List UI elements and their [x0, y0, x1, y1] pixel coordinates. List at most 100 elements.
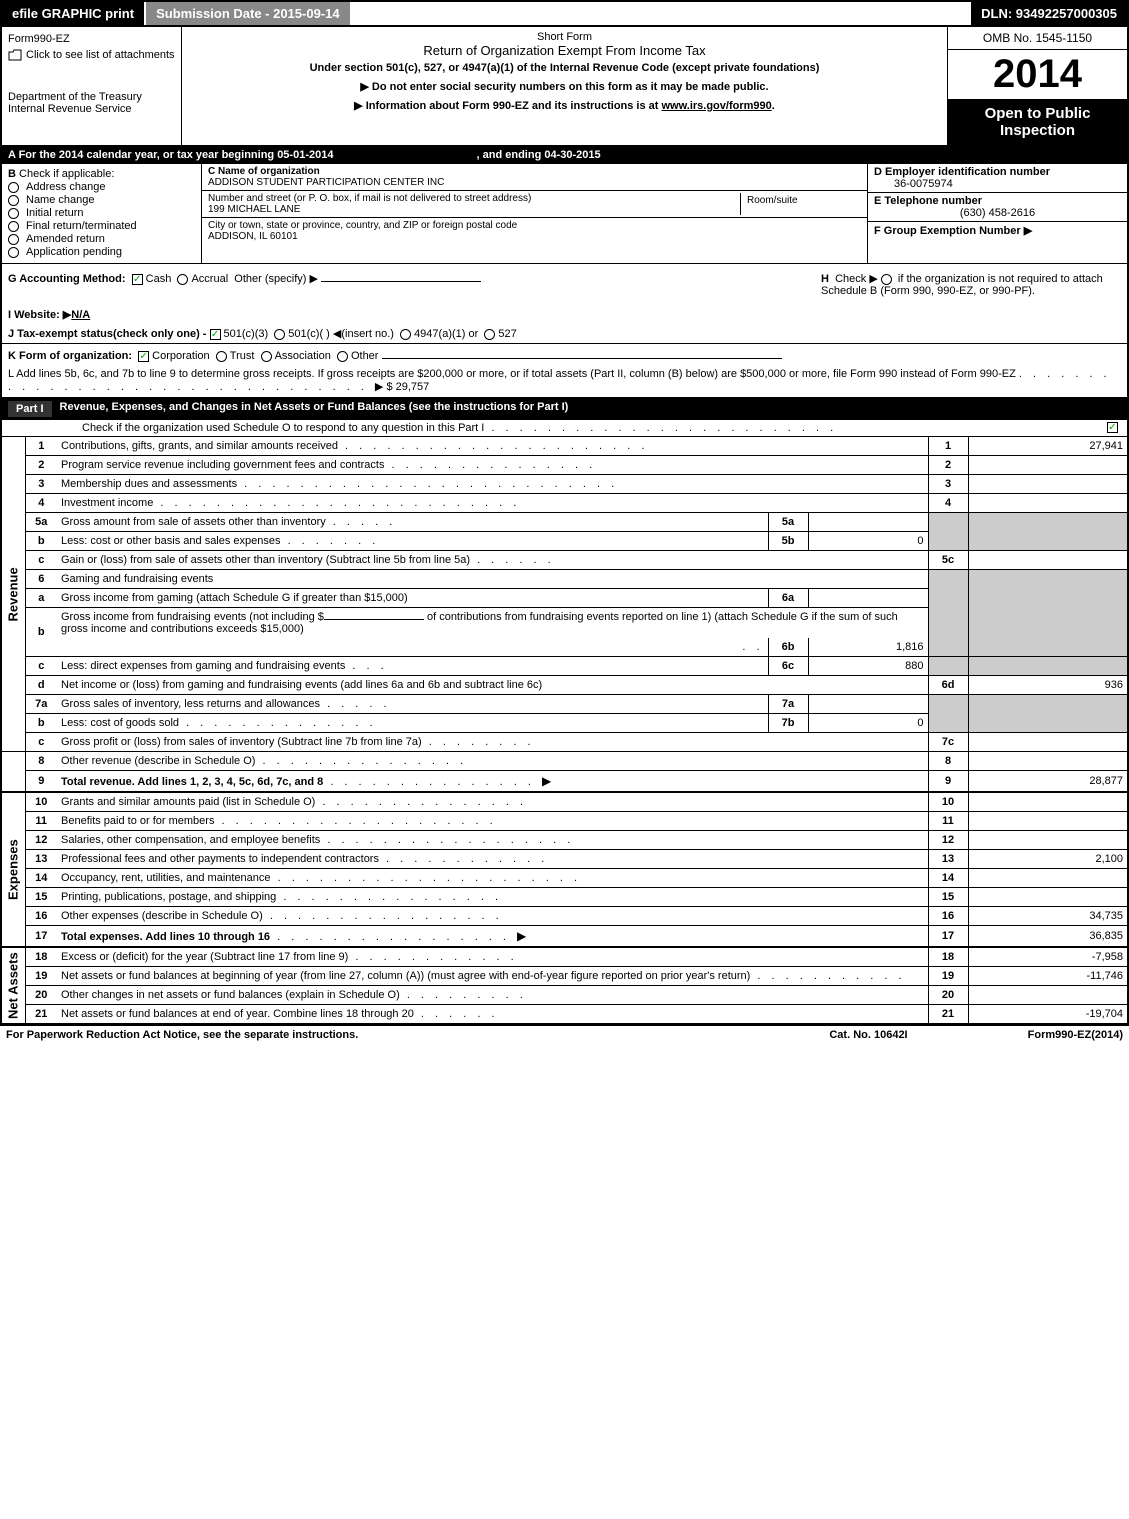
- street-label: Number and street (or P. O. box, if mail…: [208, 193, 740, 204]
- line14-rv: [968, 869, 1128, 888]
- line15-rv: [968, 888, 1128, 907]
- line7b-desc: Less: cost of goods sold . . . . . . . .…: [57, 714, 768, 733]
- part1-check-text: Check if the organization used Schedule …: [82, 422, 1107, 434]
- part1-title: Revenue, Expenses, and Changes in Net As…: [60, 401, 569, 417]
- trust-radio[interactable]: [216, 351, 227, 362]
- header-right: OMB No. 1545-1150 2014 Open to Public In…: [947, 27, 1127, 145]
- other-org-label: Other: [351, 350, 379, 362]
- accounting-label: G Accounting Method:: [8, 273, 126, 285]
- short-form-label: Short Form: [190, 31, 939, 43]
- line18-desc: Excess or (deficit) for the year (Subtra…: [57, 947, 928, 967]
- line11-desc: Benefits paid to or for members . . . . …: [57, 812, 928, 831]
- efile-print-button[interactable]: efile GRAPHIC print: [2, 2, 146, 25]
- line19-rv: -11,746: [968, 967, 1128, 986]
- line18-num: 18: [25, 947, 57, 967]
- line16-rv: 34,735: [968, 907, 1128, 926]
- h-text1: Check ▶: [835, 273, 878, 285]
- top-spacer: [350, 2, 972, 25]
- line15-num: 15: [25, 888, 57, 907]
- footer-formno: Form990-EZ(2014): [1028, 1029, 1123, 1041]
- group-exempt-label: F Group Exemption Number ▶: [874, 225, 1032, 237]
- line5c-rv: [968, 551, 1128, 570]
- ein-value: 36-0075974: [874, 178, 1121, 190]
- footer-paperwork: For Paperwork Reduction Act Notice, see …: [6, 1029, 829, 1041]
- app-pending-radio[interactable]: [8, 247, 19, 258]
- row-k: K Form of organization: Corporation Trus…: [0, 344, 1129, 365]
- line6b-desc1: Gross income from fundraising events (no…: [57, 608, 928, 639]
- revenue-side-end: [1, 752, 25, 793]
- phone-value: (630) 458-2616: [874, 207, 1121, 219]
- attachments-link[interactable]: Click to see list of attachments: [8, 49, 175, 61]
- cash-checkbox[interactable]: [132, 274, 143, 285]
- 501c-radio[interactable]: [274, 329, 285, 340]
- line7c-num: c: [25, 733, 57, 752]
- line6a-mv: [808, 589, 928, 608]
- line10-rv: [968, 792, 1128, 812]
- other-specify-input[interactable]: [321, 281, 481, 282]
- other-org-radio[interactable]: [337, 351, 348, 362]
- line18-rn: 18: [928, 947, 968, 967]
- line3-desc: Membership dues and assessments . . . . …: [57, 475, 928, 494]
- assoc-radio[interactable]: [261, 351, 272, 362]
- line4-num: 4: [25, 494, 57, 513]
- assoc-label: Association: [275, 350, 331, 362]
- line19-rn: 19: [928, 967, 968, 986]
- 501c3-checkbox[interactable]: [210, 329, 221, 340]
- line4-desc: Investment income . . . . . . . . . . . …: [57, 494, 928, 513]
- line12-rv: [968, 831, 1128, 850]
- schedule-o-checkbox[interactable]: [1107, 422, 1118, 433]
- line17-desc: Total expenses. Add lines 10 through 16 …: [57, 926, 928, 948]
- line20-desc: Other changes in net assets or fund bala…: [57, 986, 928, 1005]
- line6c-grey-val: [968, 657, 1128, 676]
- corp-checkbox[interactable]: [138, 351, 149, 362]
- line18-rv: -7,958: [968, 947, 1128, 967]
- line6b-mn: 6b: [768, 638, 808, 657]
- final-return-radio[interactable]: [8, 221, 19, 232]
- open-line1: Open to Public: [952, 105, 1123, 122]
- h-radio[interactable]: [881, 274, 892, 285]
- phone-cell: E Telephone number (630) 458-2616: [868, 193, 1127, 222]
- line20-num: 20: [25, 986, 57, 1005]
- street-value: 199 MICHAEL LANE: [208, 204, 740, 215]
- line9-desc: Total revenue. Add lines 1, 2, 3, 4, 5c,…: [57, 771, 928, 793]
- 4947-radio[interactable]: [400, 329, 411, 340]
- line15-rn: 15: [928, 888, 968, 907]
- name-change-label: Name change: [26, 194, 95, 206]
- 527-radio[interactable]: [484, 329, 495, 340]
- name-change-radio[interactable]: [8, 195, 19, 206]
- accrual-radio[interactable]: [177, 274, 188, 285]
- line1-num: 1: [25, 437, 57, 456]
- other-org-input[interactable]: [382, 358, 782, 359]
- header-row: Form990-EZ Click to see list of attachme…: [0, 27, 1129, 146]
- line2-num: 2: [25, 456, 57, 475]
- line19-desc: Net assets or fund balances at beginning…: [57, 967, 928, 986]
- line17-rn: 17: [928, 926, 968, 948]
- line7a-desc: Gross sales of inventory, less returns a…: [57, 695, 768, 714]
- line6-num: 6: [25, 570, 57, 589]
- line7b-num: b: [25, 714, 57, 733]
- line6d-desc: Net income or (loss) from gaming and fun…: [57, 676, 928, 695]
- line9-rn: 9: [928, 771, 968, 793]
- line7c-rv: [968, 733, 1128, 752]
- part1-header: Part I Revenue, Expenses, and Changes in…: [0, 398, 1129, 420]
- irs-label: Internal Revenue Service: [8, 103, 175, 115]
- line14-desc: Occupancy, rent, utilities, and maintena…: [57, 869, 928, 888]
- city-cell: City or town, state or province, country…: [202, 218, 867, 244]
- line6-grey-val: [968, 570, 1128, 657]
- line6b-blank[interactable]: [324, 619, 424, 620]
- line6c-num: c: [25, 657, 57, 676]
- amended-return-radio[interactable]: [8, 234, 19, 245]
- addr-change-radio[interactable]: [8, 182, 19, 193]
- city-value: ADDISON, IL 60101: [208, 231, 861, 242]
- line3-rv: [968, 475, 1128, 494]
- col-b-right: D Employer identification number 36-0075…: [867, 164, 1127, 263]
- line12-num: 12: [25, 831, 57, 850]
- omb-number: OMB No. 1545-1150: [948, 27, 1127, 50]
- line6-desc: Gaming and fundraising events: [57, 570, 928, 589]
- form990-link[interactable]: www.irs.gov/form990: [662, 100, 772, 112]
- line10-num: 10: [25, 792, 57, 812]
- initial-return-radio[interactable]: [8, 208, 19, 219]
- note-info-text: ▶ Information about Form 990-EZ and its …: [354, 100, 661, 112]
- revenue-side-label: Revenue: [1, 437, 25, 752]
- line6a-num: a: [25, 589, 57, 608]
